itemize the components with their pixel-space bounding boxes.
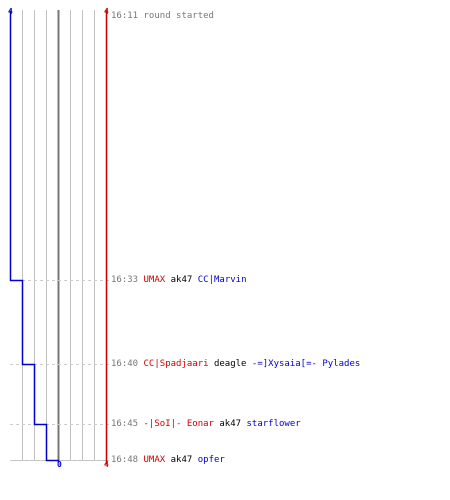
killer-name: CC|Spadjaari xyxy=(143,359,209,369)
killer-name: -|SoI|- Eonar xyxy=(143,419,214,429)
grid-lines xyxy=(10,10,106,461)
weapon-name: ak47 xyxy=(219,419,242,429)
bottom-left-label: 0 xyxy=(57,460,62,469)
weapon-name: ak47 xyxy=(170,275,193,285)
event-text: round started xyxy=(143,11,214,21)
event-dash-lines xyxy=(10,280,110,461)
victim-name: opfer xyxy=(197,455,225,465)
event-time: 16:45 xyxy=(111,419,139,429)
killer-name: UMAX xyxy=(143,275,166,285)
right-top-label: 4 xyxy=(104,7,109,16)
bottom-right-label: 4 xyxy=(104,460,109,469)
victim-name: CC|Marvin xyxy=(197,275,247,285)
event-row: 16:11 round started xyxy=(111,11,214,21)
team-lines xyxy=(9,10,108,464)
event-time: 16:33 xyxy=(111,275,139,285)
event-row: 16:45 -|SoI|- Eonar ak47 starflower xyxy=(111,419,301,429)
killer-name: UMAX xyxy=(143,455,166,465)
event-row: 16:40 CC|Spadjaari deagle -=]Xysaia[=- P… xyxy=(111,359,360,369)
event-time: 16:48 xyxy=(111,455,139,465)
weapon-name: ak47 xyxy=(170,455,193,465)
event-row: 16:33 UMAX ak47 CC|Marvin xyxy=(111,275,247,285)
weapon-name: deagle xyxy=(213,359,247,369)
victim-name: -=]Xysaia[=- Pylades xyxy=(251,359,361,369)
team-a-line xyxy=(9,10,60,463)
event-row: 16:48 UMAX ak47 opfer xyxy=(111,455,225,465)
victim-name: starflower xyxy=(246,419,301,429)
event-time: 16:40 xyxy=(111,359,139,369)
event-time: 16:11 xyxy=(111,11,139,21)
left-top-label: 4 xyxy=(8,7,13,16)
